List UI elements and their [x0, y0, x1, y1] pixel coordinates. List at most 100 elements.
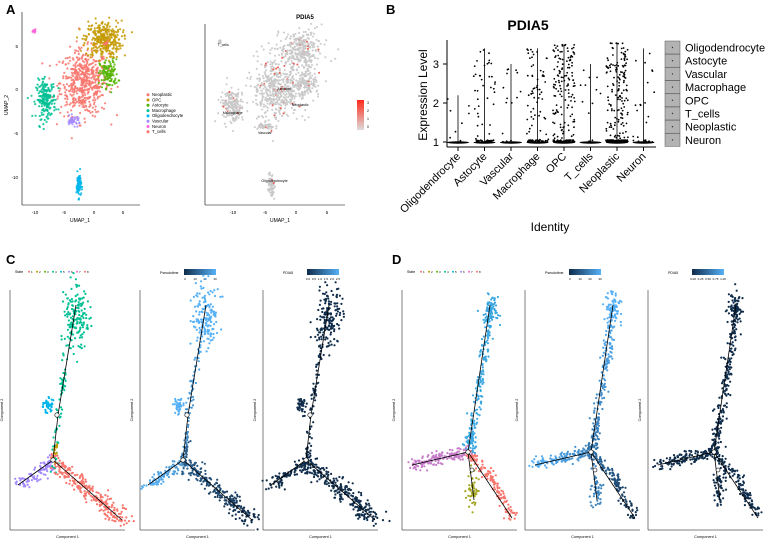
umap-point	[236, 93, 239, 96]
umap-point	[305, 60, 308, 63]
umap-cluster-legend: NeoplasticOPCAstocyteMacrophageOligodend…	[146, 92, 184, 134]
umap-point	[66, 67, 69, 70]
trajectory-point	[223, 505, 226, 508]
umap-point	[89, 85, 92, 89]
trajectory-point	[342, 312, 345, 315]
umap-point	[101, 69, 104, 73]
trajectory-point	[216, 478, 219, 481]
umap-point	[316, 89, 319, 92]
trajectory-point	[81, 336, 84, 339]
umap-point	[300, 46, 303, 50]
trajectory-point	[195, 477, 198, 480]
umap-point	[108, 39, 111, 42]
trajectory-point	[321, 292, 325, 295]
umap-point	[94, 42, 97, 45]
umap-point	[118, 42, 122, 45]
violin-point	[530, 65, 533, 68]
violin-point	[569, 115, 572, 118]
umap-point	[56, 95, 60, 98]
umap-point	[85, 52, 88, 55]
trajectory-point	[318, 303, 321, 306]
umap-point	[100, 54, 103, 57]
umap-point	[286, 114, 290, 118]
violin-point	[560, 113, 563, 116]
umap-point	[88, 73, 91, 76]
trajectory-point	[320, 328, 324, 331]
violin-point	[623, 57, 626, 60]
trajectory-point	[235, 497, 238, 500]
trajectory-point	[325, 291, 328, 294]
trajectory-point	[198, 292, 201, 295]
trajectory-point	[63, 310, 66, 313]
trajectory-point	[168, 465, 171, 469]
umap-point	[306, 82, 309, 85]
trajectory-point	[308, 435, 311, 438]
trajectory-point	[64, 314, 67, 317]
violin-point	[567, 89, 570, 91]
violin-point	[614, 94, 617, 96]
umap-point	[260, 92, 264, 95]
umap-point	[87, 58, 90, 61]
trajectory-point	[209, 335, 212, 338]
umap-point	[313, 27, 316, 30]
umap-point	[291, 102, 294, 105]
trajectory-point	[157, 473, 160, 476]
umap-point	[248, 71, 251, 74]
trajectory-point	[84, 292, 87, 295]
trajectory-point	[196, 464, 199, 467]
trajectory-point	[311, 393, 314, 396]
violin-point	[553, 77, 556, 80]
umap-point	[281, 56, 284, 59]
umap-point	[259, 104, 262, 107]
trajectory-point	[110, 506, 113, 509]
violin-point	[618, 81, 620, 84]
trajectory-point	[306, 431, 309, 434]
umap-point	[241, 100, 244, 103]
umap-point	[269, 91, 272, 94]
trajectory-point	[72, 482, 75, 485]
umap-point	[70, 71, 73, 74]
trajectory-point	[123, 519, 127, 522]
violin-point	[606, 57, 609, 60]
umap-point	[270, 67, 273, 71]
violin-point	[526, 74, 529, 77]
umap-point	[87, 54, 90, 57]
umap-point	[287, 58, 290, 61]
trajectory-point	[70, 298, 73, 301]
trajectory-point	[189, 320, 192, 323]
umap-point	[292, 95, 296, 98]
trajectory-point	[309, 336, 312, 339]
umap-point	[37, 92, 40, 95]
trajectory-point	[188, 459, 191, 462]
trajectory-point	[76, 484, 79, 487]
violin-y-ticks: 3 2 1	[433, 59, 447, 149]
umap-point	[104, 59, 107, 62]
umap-point	[264, 115, 268, 118]
umap-point	[112, 68, 116, 71]
legend-label: Astocyte	[152, 103, 169, 108]
trajectory-point	[130, 515, 133, 518]
umap-point	[100, 86, 103, 89]
umap-point	[83, 84, 86, 87]
trajectory-point	[317, 373, 320, 376]
trajectory-point	[93, 498, 96, 502]
umap-point	[75, 188, 78, 191]
trajectory-point	[56, 443, 59, 446]
umap-point	[282, 78, 285, 81]
trajectory-point	[167, 473, 170, 476]
trajectory-point	[213, 483, 216, 486]
umap-point	[40, 84, 43, 87]
trajectory-point	[318, 285, 321, 288]
violin-point	[607, 99, 610, 102]
umap-point	[301, 71, 304, 74]
violin-point	[618, 135, 621, 137]
trajectory-point	[81, 333, 84, 336]
umap-point	[273, 74, 276, 77]
umap-point	[246, 101, 249, 104]
umap-point	[288, 98, 292, 101]
umap-point	[99, 69, 102, 72]
umap-point	[264, 69, 268, 72]
violin-point	[559, 139, 561, 142]
trajectory-point	[310, 444, 313, 447]
